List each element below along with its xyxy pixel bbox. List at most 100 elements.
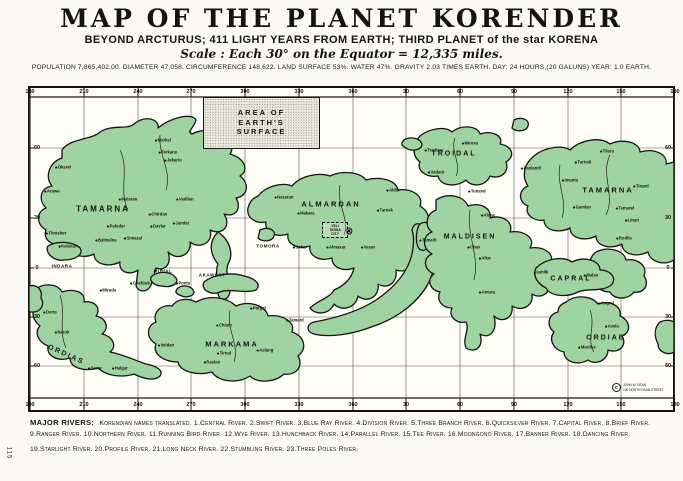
legend-title: MAJOR RIVERS: [30,418,95,427]
longitude-label: 180 [670,89,680,95]
city-label: Chiam [216,323,232,328]
longitude-label: 240 [133,89,143,95]
city-label: Rodila [616,236,632,241]
islet-north-center [401,137,423,151]
continent-ordias [31,284,162,380]
region-label: MIRIAL [153,268,173,274]
city-label: Aslang [257,348,273,353]
capital-city-label: VELI TARNA CITY [322,222,348,239]
city-label: Aldib [386,188,399,193]
city-label: Varan [361,245,375,250]
latitude-label: 60 [664,363,672,369]
city-label: Makara [297,211,314,216]
islet-bottom-right-edge [654,319,675,355]
longitude-label: 60 [456,402,464,408]
city-label: Vadilan [176,197,194,202]
region-label: MALDISEN [443,233,497,241]
region-label: TAMARNA [582,185,634,195]
island-akawest [202,273,259,294]
longitude-label: 120 [563,402,573,408]
city-label: Mardux [578,345,596,350]
longitude-label: 90 [510,402,518,408]
continent-maldisen [423,195,558,351]
city-label: Terkano [159,150,177,155]
longitude-label: 60 [456,89,464,95]
copyright-icon: C [612,383,621,392]
publisher-mark: C JOHN W. DEAN 100 NORTH DEAN STREET [612,383,674,392]
city-label: Malaran [119,197,137,202]
city-label: Paludar [107,224,125,229]
longitude-label: 360 [348,89,358,95]
city-label: Ponta [176,281,190,286]
latitude-label: 60 [664,145,672,151]
region-label: ALMARDAN [301,199,361,209]
longitude-label: 300 [240,89,250,95]
city-label: Nazaran [275,195,293,200]
planet-stats: POPULATION 7,865,402,00. DIAMETER 47,058… [31,64,652,72]
region-label: CAPRAL [550,275,592,283]
island-tomora [257,227,275,242]
city-label: Miruda [100,288,116,293]
continent-markama [147,296,305,382]
longitude-label: 180 [25,89,35,95]
legend-line-3: 19.Starlight River. 20.Profile River. 21… [30,446,359,454]
city-label: Markel [155,138,171,143]
legend-line-2: 9.Ranger River. 10.Northern River. 11.Ru… [30,430,631,438]
continent-tamarna-east [519,139,675,264]
header: MAP OF THE PLANET KORENDER BEYOND ARCTUR… [0,5,683,72]
latitude-label: 60 [33,363,41,369]
crescent-south-almardan [307,223,435,337]
city-label: Aldax [481,213,495,218]
city-label: Davlar [150,224,166,229]
city-label: Gamlan [573,205,591,210]
margin-note: 115 [5,446,12,460]
city-label: Sakar [293,245,307,250]
city-label: Jekarlo [164,158,182,163]
region-label: MARKAMA [205,339,259,349]
latitude-label: 0 [666,265,670,271]
city-label: Savar [88,366,102,371]
latitude-label: 30 [33,314,41,320]
longitude-label: 360 [348,402,358,408]
longitude-label: 180 [25,402,35,408]
city-label: Mirova [462,141,479,146]
region-label: TROIDAL [431,150,477,158]
earth-area-line: SURFACE [236,127,287,137]
longitude-label: 90 [510,89,518,95]
longitude-label: 180 [670,402,680,408]
region-label: ORDIAB [586,334,626,342]
city-label: Kalaxari [59,244,77,249]
longitude-label: 270 [186,89,196,95]
city-label: Tamard [286,318,304,323]
rivers-legend: MAJOR RIVERS: Korendian names translated… [30,417,675,456]
city-label: Dorta [43,310,57,315]
longitude-label: 30 [402,402,410,408]
city-label: Jandar [173,221,189,226]
longitude-label: 240 [133,402,143,408]
region-label: TOMORA [256,243,280,249]
city-label: Chax [468,245,480,250]
city-label: Angrel [598,301,614,306]
latitude-label: 30 [33,215,41,221]
longitude-label: 270 [186,402,196,408]
city-label: Almaxar [326,245,346,250]
city-label: Iamlik [534,270,548,275]
longitude-label: 210 [79,402,89,408]
city-label: Paolandi [521,166,541,171]
city-label: Veldan [158,343,175,348]
city-label: Tarnek [377,208,393,213]
city-label: Raslan [204,360,220,365]
page-subtitle: BEYOND ARCTURUS; 411 LIGHT YEARS FROM EA… [84,34,599,47]
continent-capral [534,257,615,297]
longitude-label: 150 [616,89,626,95]
city-label: Okarel [55,165,71,170]
earth-area-line: AREA OF [237,108,286,118]
islands-mirial-2 [175,285,195,298]
city-label: Porgel [250,306,266,311]
city-label: Halgar [112,366,128,371]
city-label: Amura [479,290,495,295]
city-label: Naruk [55,330,69,335]
latitude-label: 0 [35,265,39,271]
city-label: Chelizek [130,281,150,286]
